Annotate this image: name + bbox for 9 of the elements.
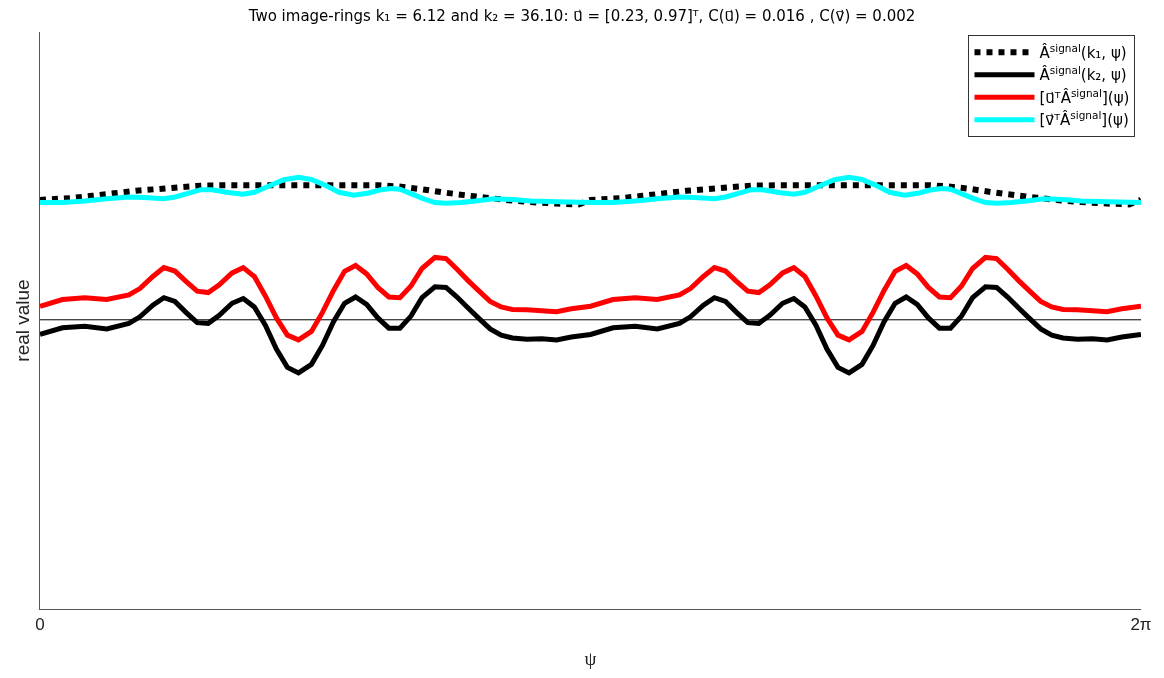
- x-tick-label: 0: [35, 615, 45, 635]
- legend-label: Â$^{signal}$(k₁, ψ): [1039, 41, 1127, 62]
- x-axis-title: ψ: [584, 648, 597, 670]
- chart-title: Two image-rings k₁ = 6.12 and k₂ = 36.10: u⃗ = [0.23, 0.97]ᵀ, C(u⃗) = 0.016 , C(v⃗) = 0.002: [247, 6, 916, 25]
- x-tick-label: 2π: [1130, 615, 1152, 635]
- legend-label: [u⃗ᵀÂ$^{signal}$](ψ): [1039, 86, 1130, 107]
- legend-label: Â$^{signal}$(k₂, ψ): [1039, 64, 1127, 85]
- y-axis-title: real value: [11, 279, 33, 362]
- legend-label: [v⃗ᵀÂ$^{signal}$](ψ): [1039, 109, 1129, 130]
